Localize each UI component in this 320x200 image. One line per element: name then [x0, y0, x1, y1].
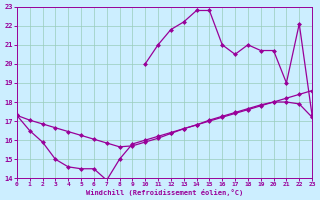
X-axis label: Windchill (Refroidissement éolien,°C): Windchill (Refroidissement éolien,°C) — [86, 189, 243, 196]
